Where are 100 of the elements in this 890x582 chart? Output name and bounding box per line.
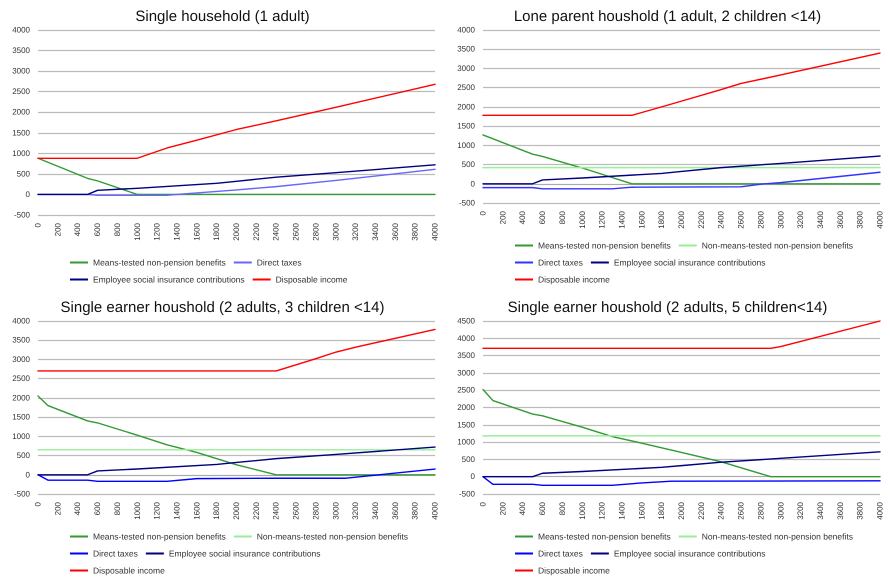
y-tick-label: 2500 [457,386,476,395]
x-tick-label: 800 [112,222,122,236]
legend-label: Employee social insurance contributions [614,258,766,268]
y-tick-label: 4000 [12,316,31,326]
x-tick-label: 2400 [272,501,281,520]
y-tick-label: 1000 [457,438,476,447]
y-tick-label: 1500 [12,412,31,422]
x-tick-label: 3200 [351,501,360,520]
x-tick-label: 2200 [696,210,706,229]
line-series [37,446,436,476]
x-tick-label: 2800 [756,210,766,229]
x-tick-label: 800 [558,210,567,224]
line-series [482,52,881,116]
line-series [482,476,881,486]
x-tick-label: 0 [34,222,42,228]
x-tick-label: 3800 [856,501,865,520]
legend-label: Disposable income [538,566,610,576]
x-tick-label: 3800 [856,210,865,229]
legend-label: Disposable income [538,274,610,284]
y-tick-label: 3000 [457,64,476,73]
x-tick-label: 2800 [311,501,320,520]
x-tick-label: 1800 [212,222,222,241]
x-tick-label: 3000 [776,210,786,229]
x-tick-label: 3400 [370,501,380,520]
line-series [37,328,436,372]
x-tick-label: 2200 [696,501,706,520]
x-tick-label: 1000 [578,501,587,520]
legend-label: Direct taxes [256,258,302,268]
y-tick-label: 1500 [12,128,31,138]
x-tick-label: 3000 [331,501,340,520]
line-series [482,451,881,478]
legend-label: Non-means-tested non-pension benefits [702,240,853,250]
x-tick-label: 600 [93,501,102,516]
x-tick-label: 3200 [796,501,806,520]
legend-label: Means-tested non-pension benefits [538,240,671,250]
x-tick-label: 3800 [410,222,420,241]
line-series [482,172,881,190]
x-tick-label: 3400 [816,501,825,520]
y-tick-label: -500 [458,490,476,498]
y-tick-label: 4000 [12,26,31,34]
y-tick-label: -500 [14,490,31,498]
x-tick-label: 3600 [390,222,400,241]
x-tick-label: 4000 [876,210,884,229]
line-series [482,155,881,184]
x-tick-label: 2400 [716,210,726,229]
x-tick-label: 800 [558,501,567,516]
legend-label: Direct taxes [93,548,138,558]
y-tick-label: 500 [462,160,476,170]
x-tick-label: 3600 [836,210,845,229]
y-tick-label: 0 [26,470,31,480]
legend-label: Means-tested non-pension benefits [93,532,226,542]
x-tick-label: 1800 [657,501,666,520]
line-series [482,388,881,478]
legend-label: Employee social insurance contributions [614,548,766,558]
x-tick-label: 2000 [232,222,241,241]
y-tick-label: -500 [14,210,31,220]
y-tick-label: 4000 [457,26,476,34]
line-series [37,164,436,196]
x-tick-label: 2000 [232,501,241,520]
x-tick-label: 1200 [598,210,607,229]
x-tick-label: 2400 [272,222,281,241]
y-tick-label: 3500 [457,351,476,360]
legend-label: Employee social insurance contributions [168,548,321,558]
x-tick-label: 200 [53,222,62,236]
x-tick-label: 3400 [816,210,825,229]
x-tick-label: 400 [73,501,82,516]
y-tick-label: 4000 [457,334,476,343]
y-tick-label: 2000 [12,108,31,117]
x-tick-label: 1800 [657,210,666,229]
x-tick-label: 1000 [132,501,142,520]
x-tick-label: 3000 [331,222,340,241]
x-tick-label: 1400 [617,210,626,229]
legend-label: Employee social insurance contributions [93,274,245,284]
x-tick-label: 2800 [311,222,320,241]
y-tick-label: 0 [470,472,476,482]
legend-label: Means-tested non-pension benefits [538,532,671,542]
y-tick-label: 0 [26,190,31,199]
y-tick-label: 3000 [12,66,31,76]
line-series [37,468,436,482]
y-tick-label: 500 [16,451,31,460]
x-tick-label: 200 [498,501,508,516]
x-tick-label: 2800 [756,501,766,520]
chart-title: Single earner houshold (2 adults, 3 children <14) [60,299,384,316]
x-tick-label: 4000 [876,501,884,520]
line-series [37,395,436,476]
x-tick-label: 3600 [390,501,400,520]
x-tick-label: 2000 [677,501,686,520]
x-tick-label: 200 [53,501,62,516]
x-tick-label: 2000 [677,210,686,229]
x-tick-label: 1200 [152,501,162,520]
y-tick-label: 1500 [457,122,476,131]
y-tick-label: 3500 [12,336,31,345]
x-tick-label: 800 [112,501,122,516]
x-tick-label: 600 [538,501,548,516]
x-tick-label: 2600 [736,501,746,520]
y-tick-label: 3000 [12,354,31,364]
x-tick-label: 1200 [152,222,162,241]
chart-title: Single household (1 adult) [135,8,310,25]
y-tick-label: 1000 [12,148,31,158]
line-series [37,158,436,196]
